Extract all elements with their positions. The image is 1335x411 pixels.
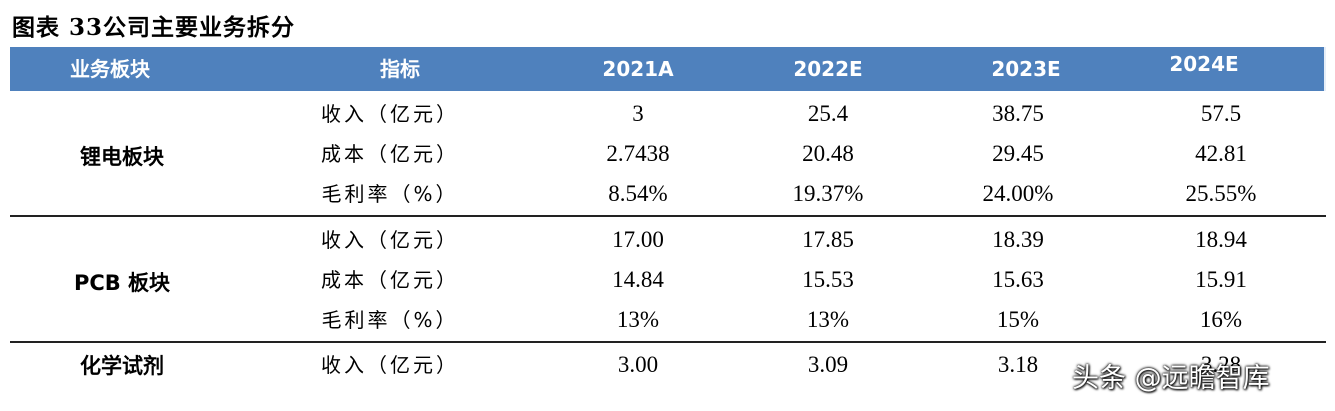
value-cell: 15.63 bbox=[992, 267, 1044, 292]
value-cell: 3.09 bbox=[807, 352, 849, 377]
metric-label: 毛利率（%） bbox=[321, 308, 459, 332]
value-cell: 15% bbox=[996, 307, 1040, 332]
value-cell: 3 bbox=[632, 101, 644, 126]
metric-label: 成本（亿元） bbox=[321, 142, 459, 166]
value-cell: 15.53 bbox=[802, 267, 854, 292]
value-cell: 3.18 bbox=[997, 352, 1039, 377]
value-cell: 57.5 bbox=[1200, 101, 1242, 126]
header-edge bbox=[1324, 47, 1326, 91]
header-year-2023: 2023E bbox=[991, 57, 1061, 81]
value-cell: 18.39 bbox=[992, 227, 1044, 252]
value-cell: 3.28 bbox=[1200, 352, 1242, 377]
value-cell: 25.4 bbox=[807, 101, 849, 126]
value-cell: 17.00 bbox=[612, 227, 664, 252]
value-cell: 13% bbox=[616, 307, 660, 332]
value-cell: 25.55% bbox=[1185, 181, 1257, 206]
metric-label: 收入（亿元） bbox=[321, 102, 459, 126]
metric-label: 收入（亿元） bbox=[321, 228, 459, 252]
table-title: 图表 33公司主要业务拆分 bbox=[12, 14, 296, 41]
value-cell: 17.85 bbox=[802, 227, 854, 252]
header-year-2021: 2021A bbox=[602, 57, 674, 81]
metric-label: 收入（亿元） bbox=[321, 353, 459, 377]
value-cell: 38.75 bbox=[992, 101, 1044, 126]
header-year-2022: 2022E bbox=[793, 57, 863, 81]
value-cell: 14.84 bbox=[612, 267, 664, 292]
table-header: 业务板块 指标 2021A 2022E 2023E 2024E bbox=[10, 47, 1326, 91]
value-cell: 42.81 bbox=[1195, 141, 1247, 166]
value-cell: 2.7438 bbox=[606, 141, 670, 166]
segment-chemical: 化学试剂 bbox=[80, 354, 164, 378]
value-cell: 15.91 bbox=[1195, 267, 1247, 292]
value-cell: 13% bbox=[806, 307, 850, 332]
header-year-2024: 2024E bbox=[1169, 52, 1239, 76]
value-cell: 29.45 bbox=[992, 141, 1044, 166]
value-cell: 24.00% bbox=[982, 181, 1054, 206]
value-cell: 19.37% bbox=[792, 181, 864, 206]
watermark: 头条 @远瞻智库 bbox=[1072, 363, 1270, 394]
metric-label: 毛利率（%） bbox=[321, 182, 459, 206]
value-cell: 20.48 bbox=[802, 141, 854, 166]
metric-label: 成本（亿元） bbox=[321, 268, 459, 292]
value-cell: 16% bbox=[1199, 307, 1243, 332]
group-divider bbox=[10, 215, 1326, 217]
group-divider bbox=[10, 341, 1326, 343]
value-cell: 18.94 bbox=[1195, 227, 1247, 252]
header-segment: 业务板块 bbox=[70, 57, 150, 81]
header-metric: 指标 bbox=[380, 57, 420, 81]
value-cell: 3.00 bbox=[617, 352, 659, 377]
value-cell: 8.54% bbox=[608, 181, 668, 206]
segment-lithium: 锂电板块 bbox=[80, 145, 164, 169]
segment-pcb: PCB 板块 bbox=[73, 271, 171, 295]
